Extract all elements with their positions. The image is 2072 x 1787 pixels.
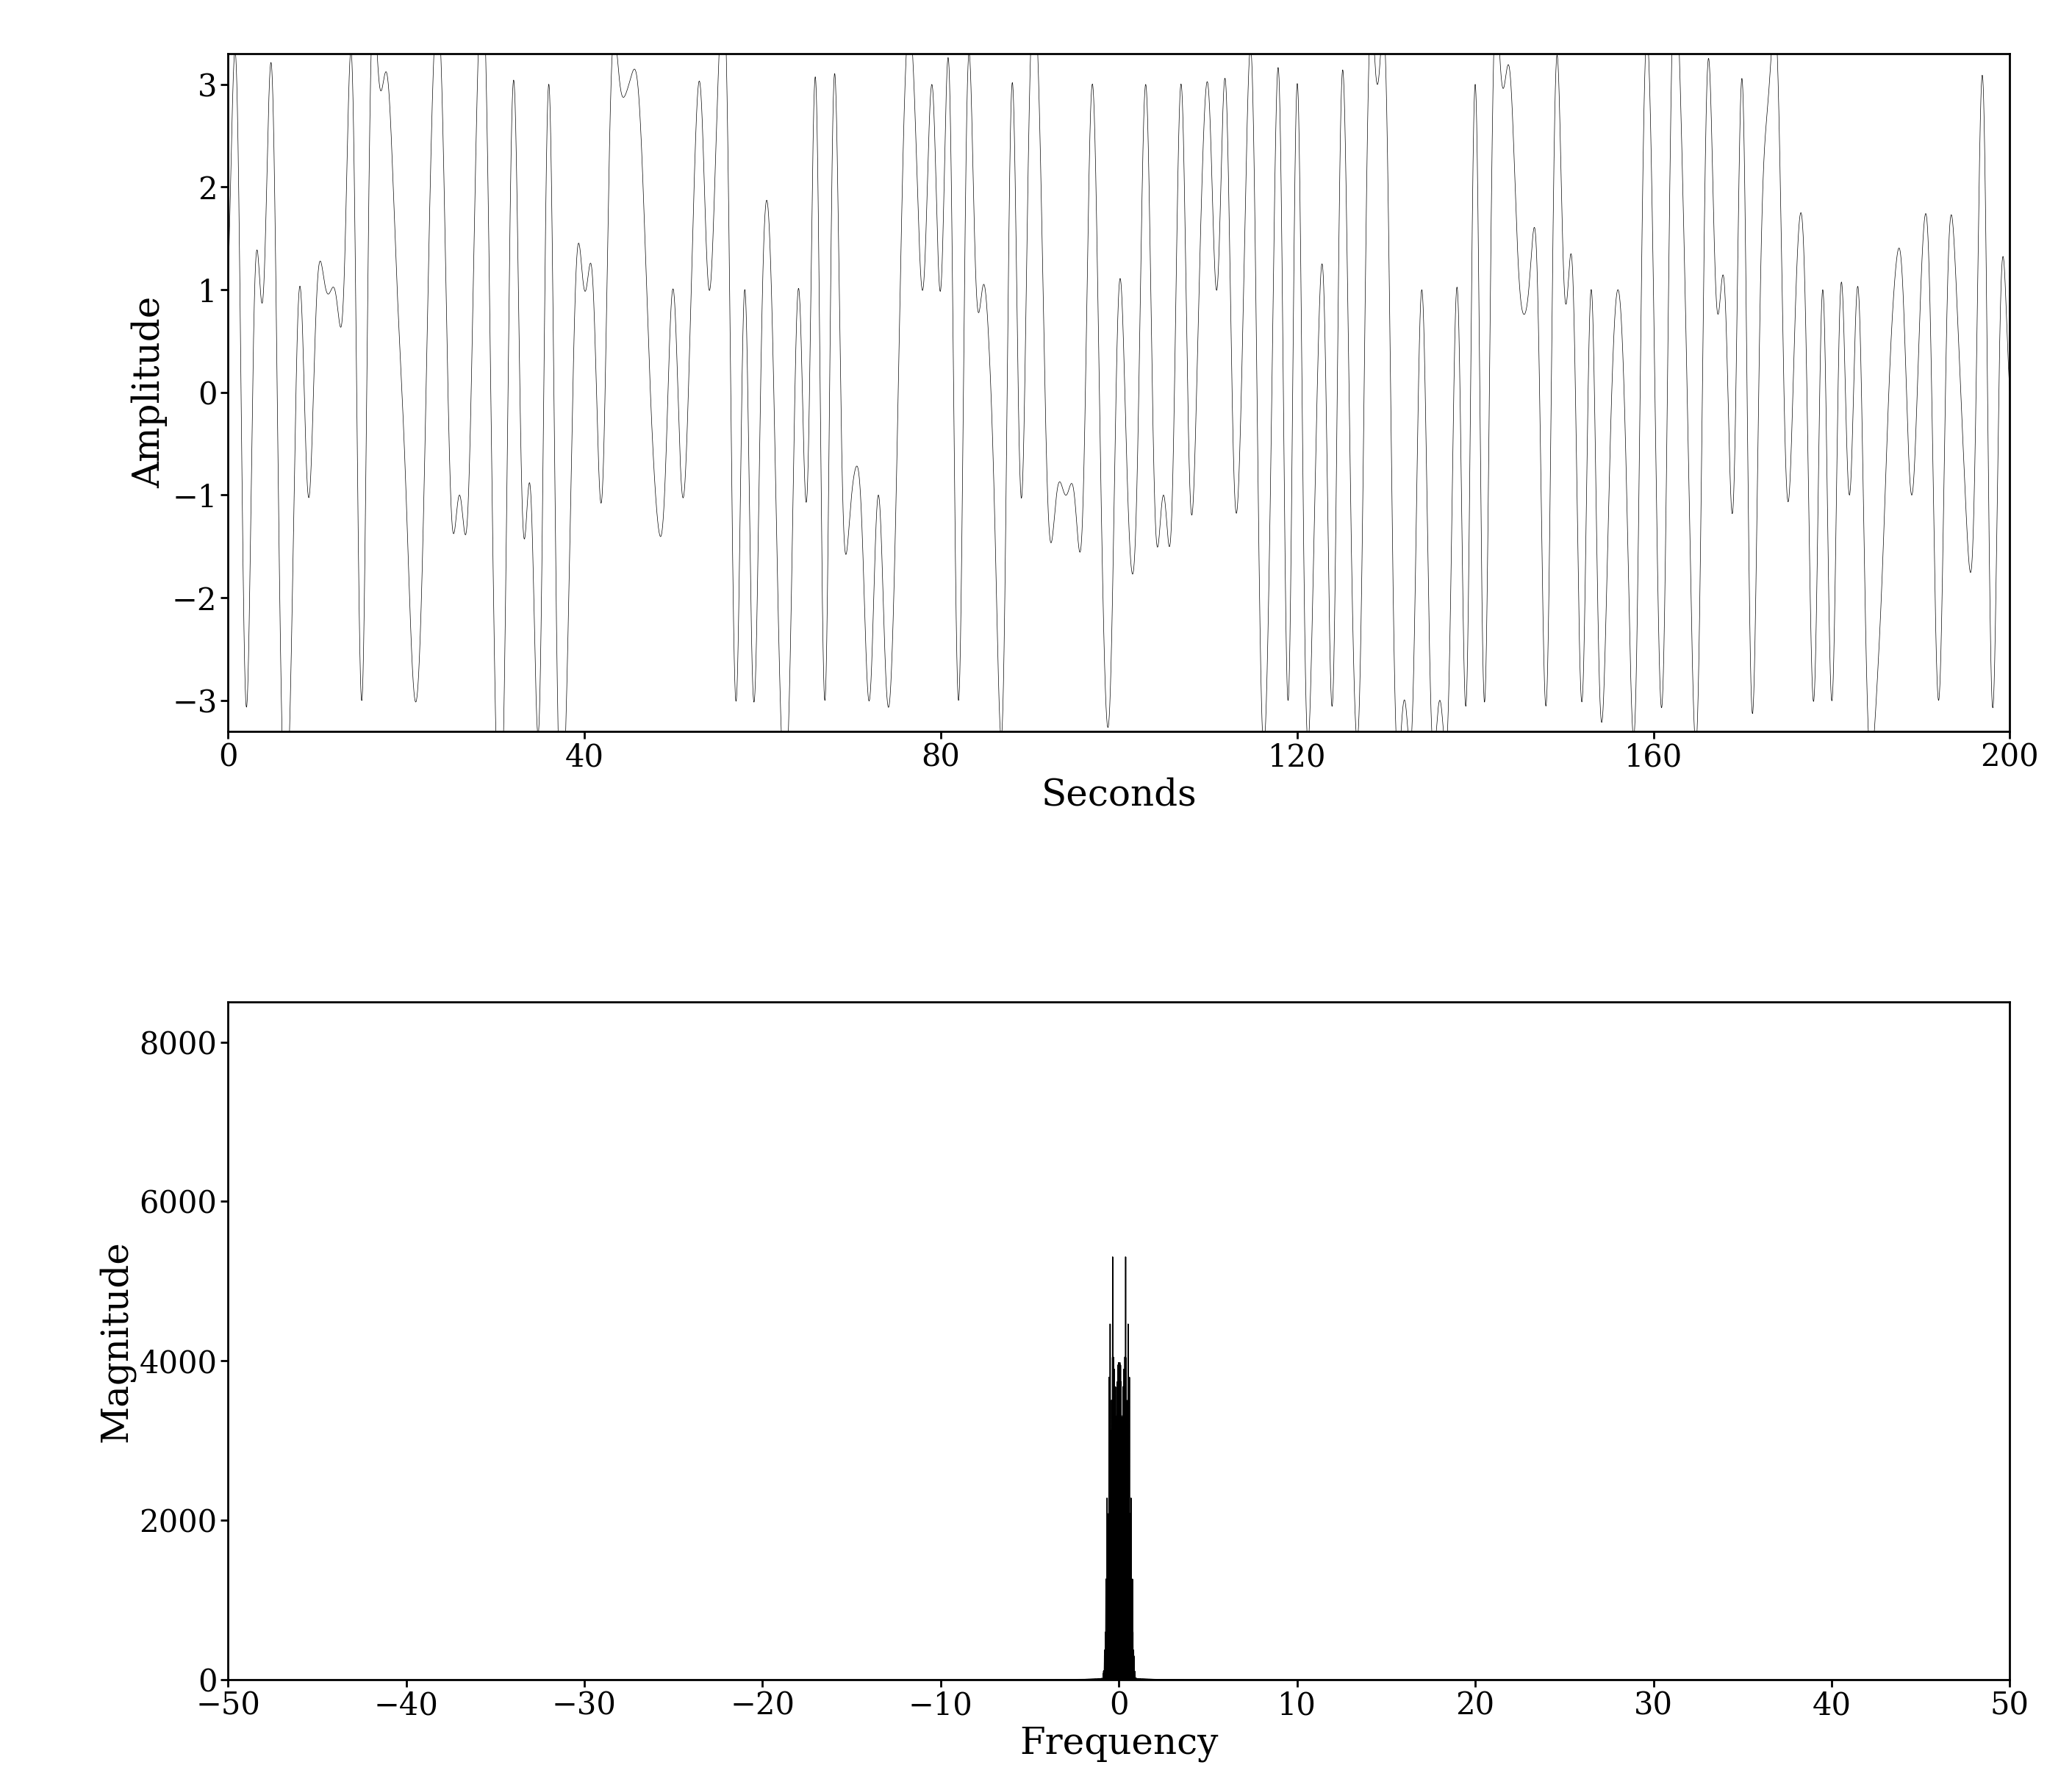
Y-axis label: Amplitude: Amplitude [131,297,168,488]
X-axis label: Frequency: Frequency [1019,1726,1218,1762]
Y-axis label: Magnitude: Magnitude [97,1240,135,1442]
X-axis label: Seconds: Seconds [1040,777,1198,813]
